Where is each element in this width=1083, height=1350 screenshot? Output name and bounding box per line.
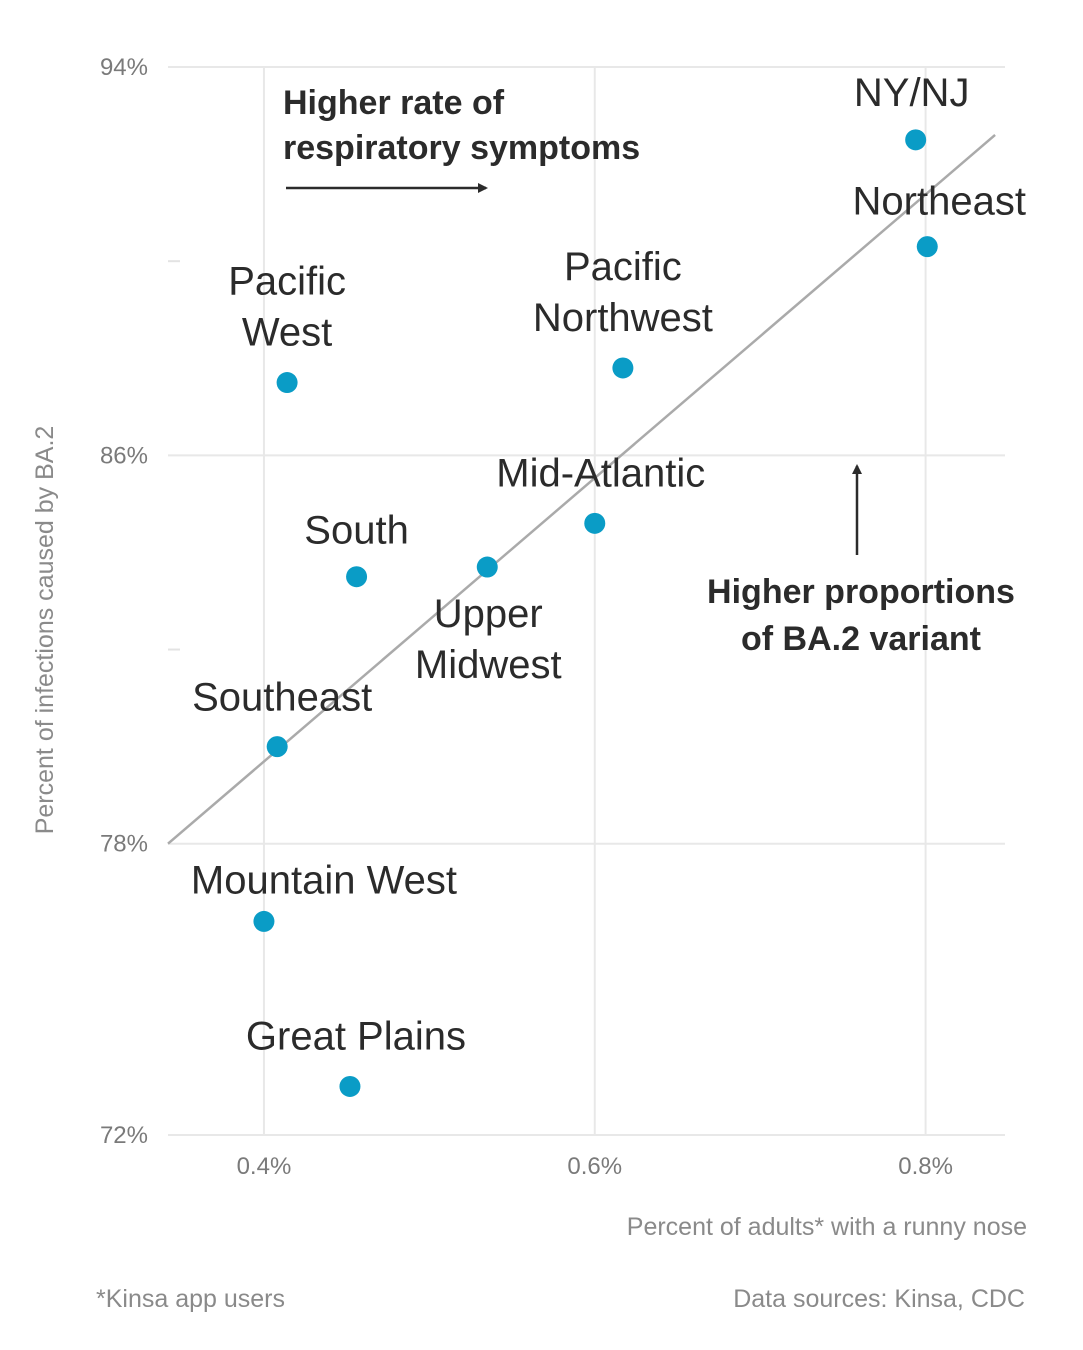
grid: [168, 66, 1005, 1136]
point-label-line: Mountain West: [191, 858, 457, 902]
data-point: [266, 736, 288, 758]
point-label: Mountain West: [191, 858, 457, 902]
point-label-line: South: [304, 509, 409, 553]
point-label-line: Mid-Atlantic: [496, 451, 705, 495]
annotation-ba2: Higher proportions of BA.2 variant: [707, 573, 1015, 658]
point-label-line: Pacific: [564, 245, 682, 289]
point-label: Pacific Northwest: [533, 245, 713, 340]
point-label: Mid-Atlantic: [496, 451, 705, 495]
point-label-line: Northeast: [853, 180, 1026, 224]
footer-source: Data sources: Kinsa, CDC: [733, 1285, 1025, 1313]
data-points: [253, 129, 938, 1097]
point-label-line: Pacific: [228, 260, 346, 304]
annotations: Higher rate of respiratory symptomsHigher…: [283, 84, 1015, 658]
annotation-symptoms: Higher rate of respiratory symptoms: [283, 84, 640, 167]
point-label: South: [304, 509, 409, 553]
point-label: Great Plains: [246, 1014, 466, 1058]
point-label-line: Great Plains: [246, 1014, 466, 1058]
annotation-line: Higher rate of: [283, 84, 505, 122]
point-label: NY/NJ: [854, 71, 970, 115]
annotation-line: respiratory symptoms: [283, 129, 640, 167]
point-label: Southeast: [192, 676, 372, 720]
data-point: [612, 357, 634, 379]
point-label-line: West: [242, 311, 332, 355]
footer-note: *Kinsa app users: [96, 1285, 285, 1313]
y-tick-label: 72%: [100, 1122, 148, 1149]
data-point: [276, 372, 298, 394]
x-tick-label: 0.6%: [567, 1153, 622, 1180]
data-point: [476, 556, 498, 578]
point-label-line: Northwest: [533, 296, 713, 340]
axis-ticks: 94% 86% 78% 72% 0.4% 0.6% 0.8%: [100, 54, 953, 1180]
trend-line-group: [167, 134, 996, 845]
y-tick-label: 86%: [100, 442, 148, 469]
annotation-line: of BA.2 variant: [741, 620, 981, 658]
data-point: [905, 129, 927, 151]
data-point: [253, 910, 275, 932]
point-label-line: Upper: [434, 592, 543, 636]
point-label: Upper Midwest: [415, 592, 562, 687]
y-tick-label: 94%: [100, 54, 148, 81]
data-point: [584, 512, 606, 534]
x-tick-label: 0.4%: [237, 1153, 292, 1180]
y-axis-title: Percent of infections caused by BA.2: [31, 426, 59, 835]
data-point: [339, 1075, 361, 1097]
point-labels: NY/NJ Northeast Pacific Northwest Pacific Wes…: [191, 71, 1026, 1059]
x-axis-title: Percent of adults* with a runny nose: [627, 1213, 1027, 1241]
data-point: [916, 236, 938, 258]
point-label: Pacific West: [228, 260, 346, 355]
x-tick-label: 0.8%: [898, 1153, 953, 1180]
point-label-line: NY/NJ: [854, 71, 970, 115]
data-point: [346, 566, 368, 588]
trend-line: [167, 134, 996, 845]
annotation-line: Higher proportions: [707, 573, 1015, 611]
point-label: Northeast: [853, 180, 1026, 224]
point-label-line: Southeast: [192, 676, 372, 720]
point-label-line: Midwest: [415, 643, 562, 687]
y-tick-label: 78%: [100, 831, 148, 858]
